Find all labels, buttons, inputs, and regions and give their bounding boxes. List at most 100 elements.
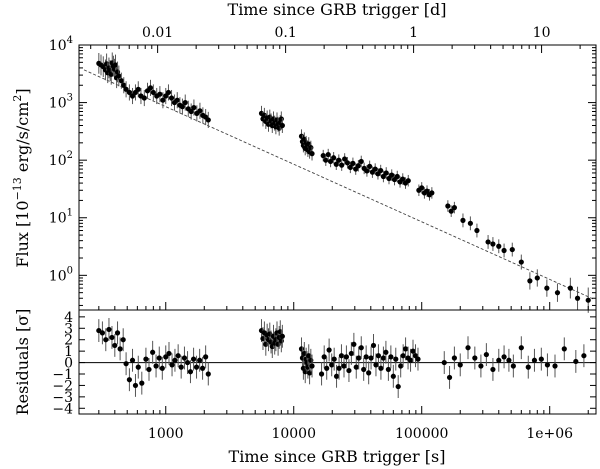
- residual-marker: [378, 365, 384, 371]
- residual-data-point: [132, 374, 139, 397]
- residual-data-point: [398, 354, 404, 378]
- flux-data-point: [389, 169, 395, 181]
- residual-marker: [358, 345, 364, 351]
- residual-data-point: [388, 345, 394, 369]
- flux-marker: [544, 285, 550, 291]
- residual-marker: [351, 341, 357, 347]
- residual-marker: [446, 374, 453, 381]
- residual-data-point: [135, 355, 141, 379]
- flux-data-point: [126, 84, 132, 101]
- flux-y-tick-exponent: 1: [67, 208, 73, 219]
- residual-marker: [370, 342, 377, 349]
- residual-marker: [573, 358, 579, 365]
- residual-data-point: [187, 360, 194, 384]
- flux-marker: [347, 164, 353, 170]
- residual-data-point: [538, 347, 544, 371]
- residual-marker: [525, 364, 531, 370]
- residual-data-point: [375, 344, 382, 368]
- residual-data-point: [120, 328, 126, 352]
- residual-data-point: [378, 356, 384, 380]
- residual-data-point: [99, 321, 106, 345]
- flux-marker: [474, 227, 480, 234]
- flux-marker: [182, 99, 188, 106]
- residual-marker: [301, 350, 307, 357]
- residual-marker: [343, 354, 350, 360]
- flux-y-title-main: Flux [10: [13, 200, 32, 267]
- flux-data-point: [509, 242, 515, 257]
- flux-marker: [205, 117, 211, 123]
- residual-marker: [331, 356, 337, 362]
- flux-marker: [467, 220, 473, 226]
- residual-marker: [333, 373, 340, 379]
- flux-data-point: [174, 92, 180, 109]
- x-axis-title: Time since GRB trigger [s]: [229, 447, 446, 466]
- residual-marker: [361, 366, 367, 373]
- residual-data-points: [96, 318, 587, 398]
- residual-marker: [156, 355, 162, 361]
- residual-data-point: [518, 336, 524, 360]
- flux-marker: [112, 62, 119, 68]
- flux-data-point: [339, 159, 345, 171]
- flux-y-axis-title: Flux [10−13 erg/s/cm2]: [11, 88, 32, 267]
- residual-data-point: [163, 345, 169, 369]
- residual-marker: [496, 357, 502, 363]
- flux-data-point: [419, 182, 425, 194]
- residual-marker: [393, 356, 399, 362]
- residual-marker: [368, 355, 374, 361]
- residual-marker: [375, 353, 382, 359]
- flux-marker: [509, 246, 515, 253]
- residual-data-point: [356, 346, 362, 370]
- flux-marker: [451, 205, 457, 211]
- flux-data-points: [96, 52, 591, 313]
- flux-marker: [278, 116, 284, 122]
- residual-panel-frame: [78, 309, 597, 415]
- residual-data-point: [190, 347, 197, 371]
- flux-marker: [118, 78, 124, 84]
- residual-data-point: [139, 371, 145, 395]
- flux-marker: [419, 185, 425, 191]
- residual-marker: [544, 362, 551, 368]
- residual-marker: [390, 373, 396, 379]
- residual-y-axis-title: Residuals [σ]: [13, 309, 32, 416]
- flux-y-tick-exponent: 0: [67, 265, 73, 276]
- residual-data-point: [117, 337, 123, 361]
- residual-y-tick-label: −1: [52, 367, 73, 383]
- residual-data-point: [581, 344, 587, 368]
- residual-marker: [531, 357, 538, 363]
- flux-marker: [174, 97, 180, 103]
- flux-y-tick-exponent: 2: [67, 150, 73, 161]
- residual-data-point: [96, 319, 102, 342]
- x-tick-label: 100000: [395, 426, 448, 442]
- flux-marker: [116, 73, 122, 79]
- power-law-fit-line: [83, 69, 594, 300]
- flux-data-point: [394, 170, 400, 183]
- residual-marker: [329, 362, 335, 368]
- residual-data-point: [393, 347, 399, 371]
- residual-data-point: [143, 347, 149, 371]
- flux-y-tick-exponent: 3: [67, 93, 73, 104]
- residual-marker: [126, 377, 132, 383]
- flux-data-point: [116, 65, 122, 87]
- flux-marker: [380, 173, 387, 180]
- residual-data-point: [383, 340, 389, 364]
- residual-y-tick-label: 4: [64, 310, 73, 326]
- residual-data-point: [326, 338, 332, 362]
- residual-marker: [278, 338, 284, 344]
- residual-marker: [184, 359, 191, 366]
- residual-marker: [407, 357, 414, 363]
- flux-y-tick-label: 104: [49, 35, 73, 54]
- residual-marker: [410, 348, 416, 354]
- residual-marker: [112, 342, 118, 349]
- residual-marker: [457, 362, 463, 368]
- residual-marker: [400, 353, 406, 359]
- flux-data-point: [147, 79, 154, 96]
- residual-marker: [336, 365, 342, 371]
- flux-data-point: [445, 200, 451, 212]
- residual-marker: [506, 357, 512, 363]
- residual-data-point: [184, 351, 191, 374]
- flux-marker: [389, 172, 395, 178]
- flux-marker: [448, 208, 454, 214]
- flux-data-point: [165, 84, 172, 101]
- residual-data-point: [318, 362, 325, 386]
- flux-marker: [126, 89, 132, 96]
